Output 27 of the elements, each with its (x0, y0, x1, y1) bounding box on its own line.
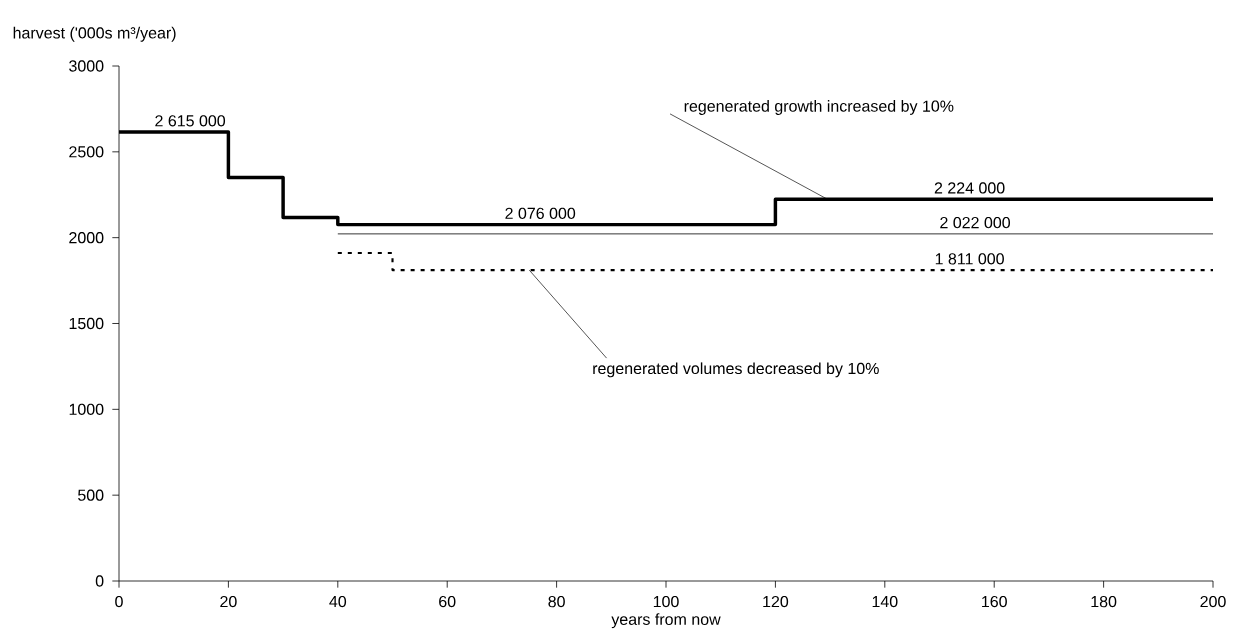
x-tick-label: 120 (763, 595, 789, 608)
x-tick-label: 100 (653, 595, 679, 608)
annotation: 1 811 000 (935, 253, 1004, 265)
annotation: 2 022 000 (940, 216, 1011, 229)
x-tick-label: 20 (220, 595, 237, 608)
x-tick-label: 0 (115, 595, 123, 608)
x-tick-label: 180 (1091, 595, 1117, 608)
y-tick-label: 0 (95, 575, 104, 587)
x-axis-title: years from now (611, 613, 721, 629)
y-tick-label: 1000 (69, 403, 104, 415)
annotation: 2 615 000 (155, 115, 226, 127)
x-tick-label: 160 (982, 595, 1007, 608)
y-tick-label: 2000 (69, 232, 104, 244)
x-tick-label: 60 (439, 595, 456, 608)
y-tick-label: 1500 (69, 317, 104, 330)
x-tick-label: 80 (548, 595, 565, 608)
x-tick-label: 40 (329, 595, 347, 608)
y-tick-label: 2500 (69, 146, 104, 158)
y-tick-label: 500 (78, 489, 104, 501)
annotation: regenerated volumes decreased by 10% (593, 362, 879, 378)
annotation: 2 076 000 (505, 207, 576, 220)
x-tick-label: 140 (872, 595, 898, 608)
x-tick-label: 200 (1200, 595, 1226, 608)
annotation: regenerated growth increased by 10% (684, 100, 954, 115)
y-axis-title: harvest ('000s m³/year) (13, 26, 176, 42)
annotation: 2 224 000 (934, 182, 1005, 194)
y-tick-label: 3000 (69, 60, 104, 72)
